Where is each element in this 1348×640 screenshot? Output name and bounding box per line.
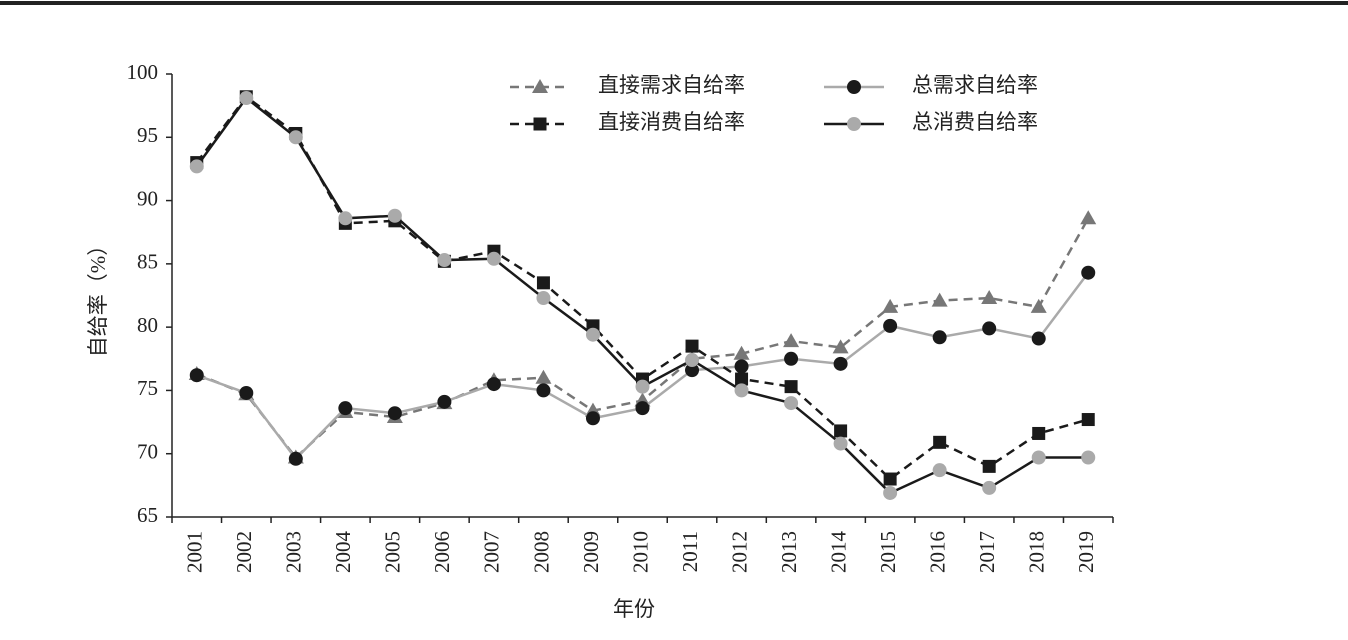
x-tick-label: 2003 bbox=[282, 531, 306, 573]
y-tick-label: 85 bbox=[137, 250, 158, 274]
point bbox=[239, 91, 254, 106]
point bbox=[735, 372, 749, 386]
point bbox=[1081, 450, 1096, 465]
series-line bbox=[195, 96, 1089, 495]
point bbox=[685, 363, 700, 378]
point bbox=[288, 451, 303, 466]
point bbox=[486, 251, 501, 266]
point bbox=[1081, 265, 1096, 280]
x-tick-label: 2009 bbox=[579, 531, 603, 573]
y-tick-label: 75 bbox=[137, 376, 158, 400]
x-tick-label: 2016 bbox=[925, 531, 949, 573]
point bbox=[784, 380, 798, 394]
point bbox=[883, 485, 898, 500]
point bbox=[239, 385, 254, 400]
legend-marker bbox=[532, 79, 548, 93]
point bbox=[733, 345, 750, 360]
point bbox=[189, 368, 204, 383]
x-tick-label: 2001 bbox=[183, 531, 207, 573]
point bbox=[783, 333, 800, 348]
point bbox=[288, 130, 303, 145]
point bbox=[882, 298, 899, 313]
x-tick-label: 2015 bbox=[876, 531, 900, 573]
point bbox=[486, 377, 501, 392]
point bbox=[933, 435, 947, 449]
y-tick-label: 80 bbox=[137, 313, 158, 337]
x-tick-label: 2011 bbox=[678, 531, 702, 572]
point bbox=[338, 211, 353, 226]
point bbox=[536, 276, 550, 290]
point bbox=[437, 253, 452, 268]
y-tick-label: 65 bbox=[137, 503, 158, 527]
legend-label: 总消费自给率 bbox=[912, 110, 1038, 134]
x-axis-label: 年份 bbox=[613, 597, 655, 621]
point bbox=[685, 339, 699, 353]
x-tick-label: 2014 bbox=[826, 531, 850, 574]
y-tick-label: 90 bbox=[137, 186, 158, 210]
point bbox=[387, 406, 402, 421]
point bbox=[931, 292, 948, 307]
x-tick-label: 2002 bbox=[232, 531, 256, 573]
point bbox=[1032, 426, 1046, 440]
point bbox=[883, 472, 897, 486]
y-axis-label: 自给率（%） bbox=[86, 235, 110, 358]
point bbox=[1031, 331, 1046, 346]
point bbox=[982, 480, 997, 495]
point bbox=[437, 394, 452, 409]
point bbox=[834, 424, 848, 438]
x-tick-label: 2006 bbox=[430, 531, 454, 573]
legend-label: 直接需求自给率 bbox=[598, 73, 745, 97]
point bbox=[338, 401, 353, 416]
point bbox=[734, 383, 749, 398]
legend-label: 总需求自给率 bbox=[912, 73, 1038, 97]
x-tick-label: 2004 bbox=[331, 531, 355, 574]
point bbox=[536, 291, 551, 306]
x-tick-label: 2019 bbox=[1074, 531, 1098, 573]
point bbox=[734, 359, 749, 374]
point bbox=[585, 327, 600, 342]
x-tick-label: 2012 bbox=[727, 531, 751, 573]
x-tick-label: 2010 bbox=[628, 531, 652, 573]
point bbox=[1030, 298, 1047, 313]
legend-marker bbox=[847, 80, 861, 94]
point bbox=[1080, 210, 1097, 225]
x-tick-label: 2018 bbox=[1025, 531, 1049, 573]
x-tick-label: 2007 bbox=[480, 531, 504, 573]
point bbox=[982, 321, 997, 336]
y-tick-label: 100 bbox=[127, 60, 159, 84]
x-tick-label: 2005 bbox=[381, 531, 405, 573]
point bbox=[387, 208, 402, 223]
point bbox=[833, 356, 848, 371]
point bbox=[635, 379, 650, 394]
point bbox=[932, 463, 947, 478]
point bbox=[685, 353, 700, 368]
point bbox=[932, 330, 947, 345]
point bbox=[189, 159, 204, 174]
point bbox=[536, 383, 551, 398]
point bbox=[981, 290, 998, 305]
point bbox=[1081, 413, 1095, 427]
legend-marker bbox=[847, 117, 861, 131]
point bbox=[784, 396, 799, 411]
y-tick-label: 95 bbox=[137, 123, 158, 147]
point bbox=[535, 369, 552, 384]
point bbox=[585, 411, 600, 426]
point bbox=[982, 459, 996, 473]
point bbox=[635, 401, 650, 416]
legend-label: 直接消费自给率 bbox=[598, 110, 745, 134]
point bbox=[1031, 450, 1046, 465]
y-tick-label: 70 bbox=[137, 440, 158, 464]
point bbox=[883, 318, 898, 333]
point bbox=[832, 339, 849, 354]
point bbox=[784, 351, 799, 366]
x-tick-label: 2017 bbox=[975, 531, 999, 573]
legend-marker bbox=[533, 117, 547, 131]
point bbox=[833, 436, 848, 451]
x-tick-label: 2008 bbox=[529, 531, 553, 573]
x-tick-label: 2013 bbox=[777, 531, 801, 573]
